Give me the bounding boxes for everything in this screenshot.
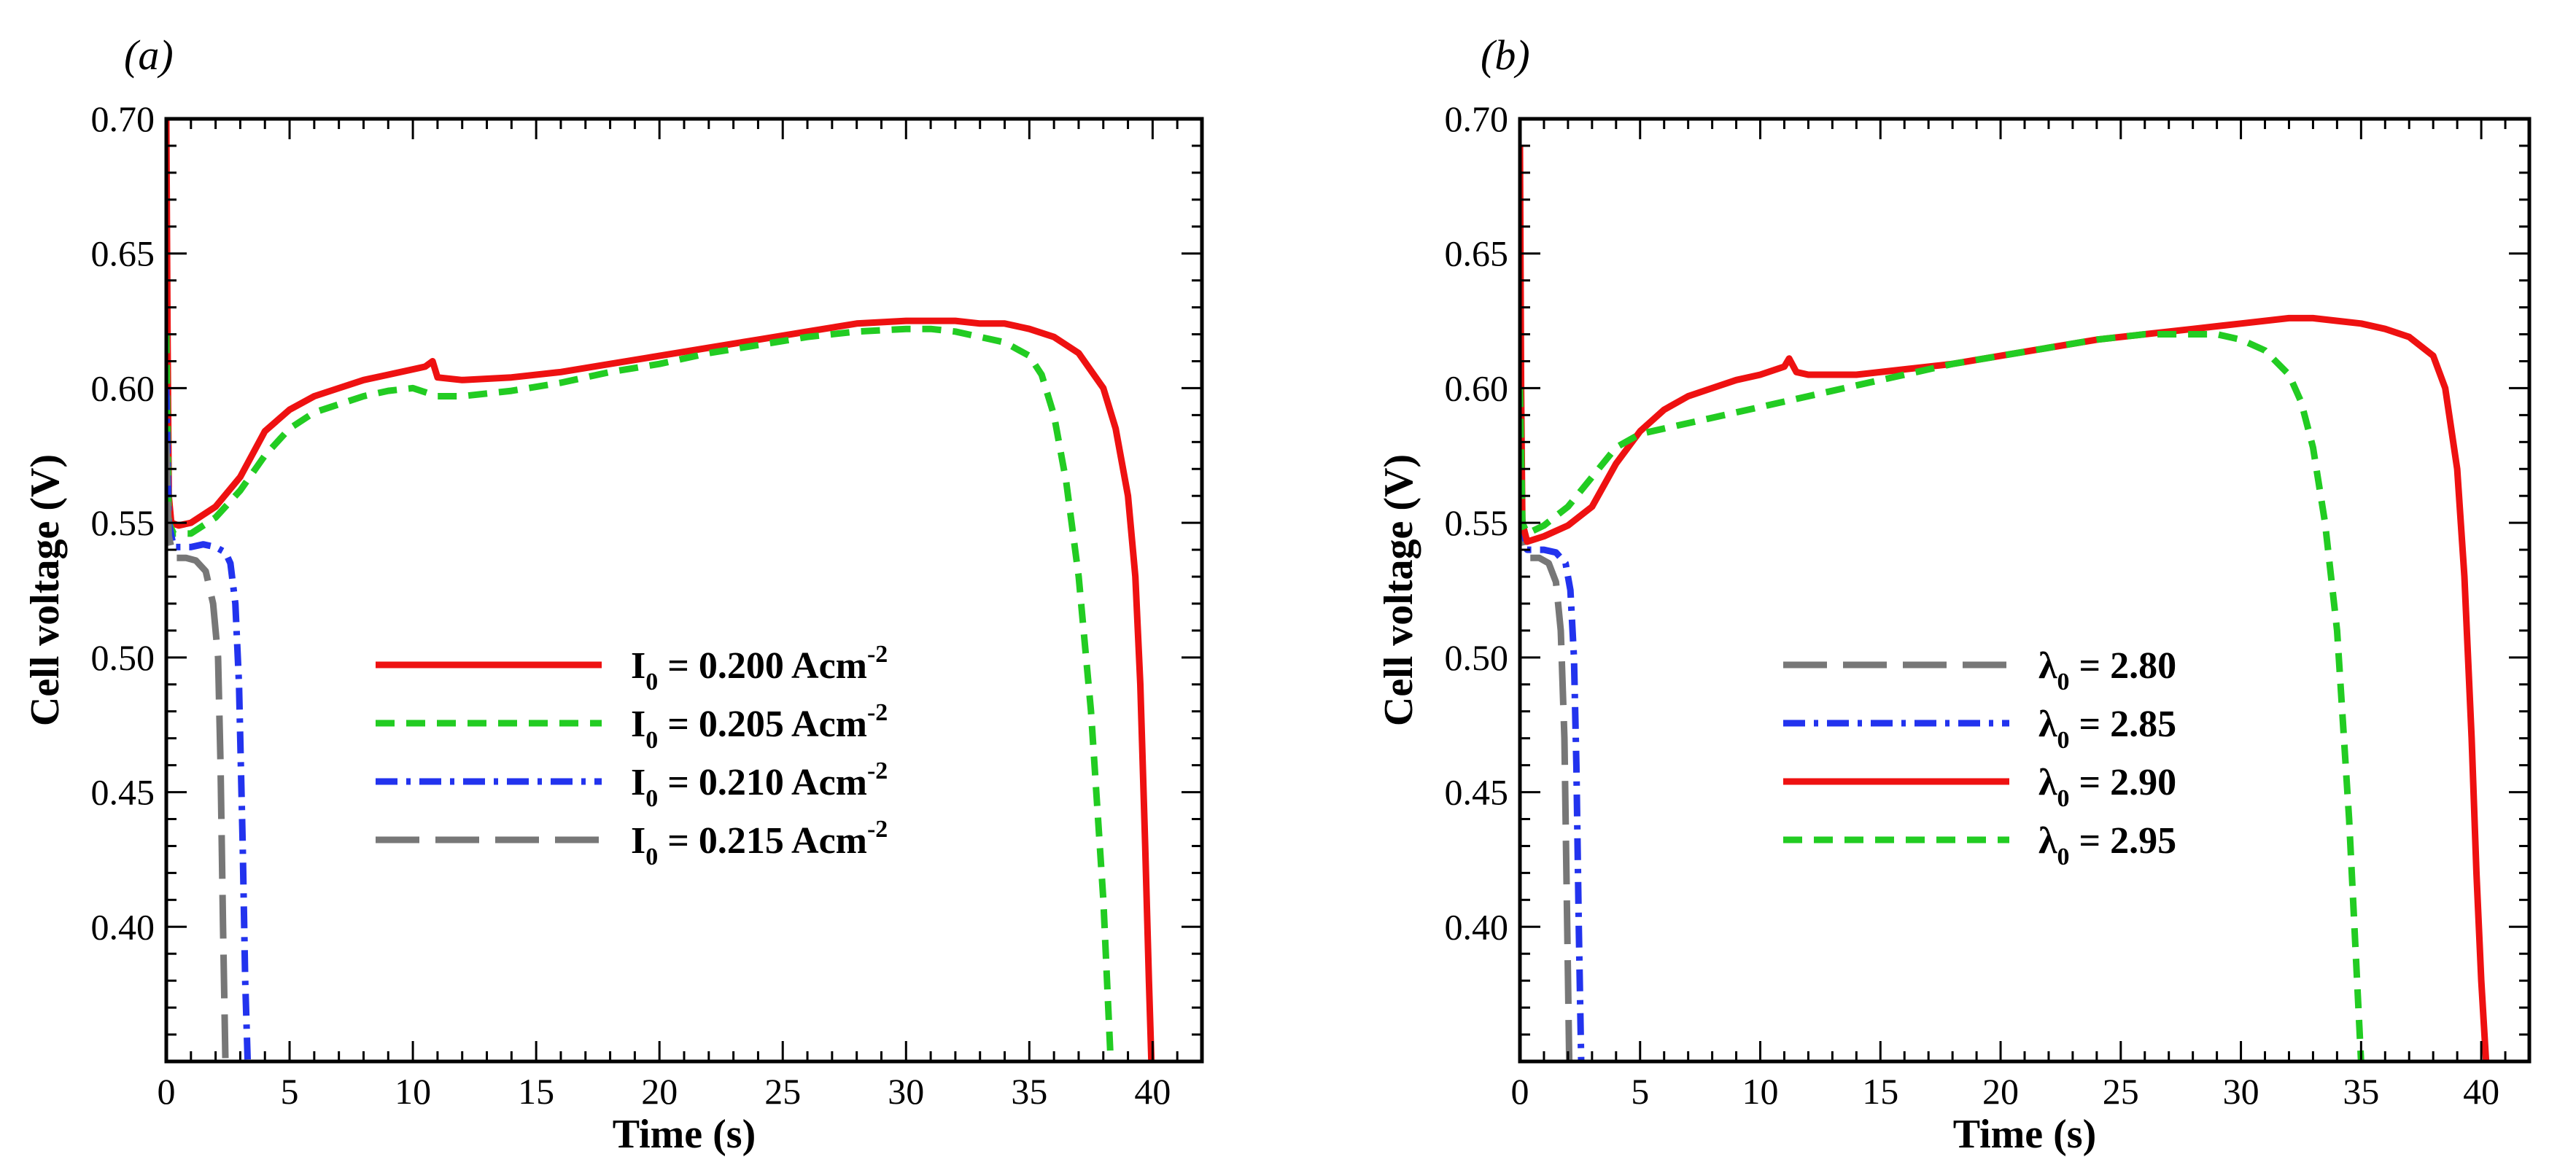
x-tick-label: 35 xyxy=(2343,1071,2379,1112)
y-tick-label: 0.70 xyxy=(1445,98,1509,139)
legend-symbol: I xyxy=(631,820,645,862)
y-tick-label: 0.45 xyxy=(1445,772,1509,813)
legend-entry-4: λ0 = 2.95 xyxy=(2038,820,2176,870)
panel-label: (a) xyxy=(124,31,174,79)
y-tick-label: 0.40 xyxy=(1445,906,1509,947)
legend-subscript: 0 xyxy=(645,843,658,870)
x-tick-label: 10 xyxy=(1742,1071,1779,1112)
panel-label: (b) xyxy=(1481,31,1530,79)
y-tick-label: 0.50 xyxy=(1445,637,1509,678)
x-tick-label: 20 xyxy=(641,1071,678,1112)
legend-symbol: λ xyxy=(2038,704,2057,745)
series-line-2 xyxy=(166,325,1114,1061)
legend-value: = 2.85 xyxy=(2070,704,2177,745)
legend-symbol: I xyxy=(631,704,645,745)
y-axis-title: Cell voltage (V) xyxy=(1376,454,1421,726)
legend-entry-2: I0 = 0.205 Acm-2 xyxy=(631,699,888,754)
legend-subscript: 0 xyxy=(645,727,658,754)
legend-value: = 0.200 Acm xyxy=(658,645,867,687)
legend-entry-3: I0 = 0.210 Acm-2 xyxy=(631,757,888,812)
legend-value: = 2.80 xyxy=(2070,645,2177,687)
legend-value: = 0.205 Acm xyxy=(658,704,867,745)
x-tick-label: 40 xyxy=(2463,1071,2499,1112)
series-group xyxy=(166,119,1155,1061)
legend-entry-1: λ0 = 2.80 xyxy=(2038,645,2176,695)
legend-subscript: 0 xyxy=(2057,669,2070,695)
chart-panel-a: 0 5 10 15 20 25 30 35 40 0.40 0.45 0.50 0.55 0.60 0.65… xyxy=(23,31,1204,1157)
x-tick-label: 15 xyxy=(518,1071,554,1112)
legend-symbol: λ xyxy=(2038,645,2057,687)
y-tick-label: 0.65 xyxy=(1445,233,1509,274)
x-tick-label: 0 xyxy=(158,1071,176,1112)
series-line-1 xyxy=(166,119,1155,1061)
x-tick-label: 40 xyxy=(1134,1071,1171,1112)
x-tick-label: 0 xyxy=(1511,1071,1529,1112)
legend-subscript: 0 xyxy=(2057,727,2070,754)
legend-value: = 0.215 Acm xyxy=(658,820,867,862)
x-tick-label: 30 xyxy=(888,1071,924,1112)
legend-value: = 2.95 xyxy=(2070,820,2177,862)
y-tick-label: 0.50 xyxy=(91,637,155,678)
x-axis-title: Time (s) xyxy=(613,1112,756,1157)
legend-entry-4: I0 = 0.215 Acm-2 xyxy=(631,816,888,870)
legend-value: = 0.210 Acm xyxy=(658,762,867,803)
x-tick-label: 30 xyxy=(2223,1071,2259,1112)
legend-entry-1: I0 = 0.200 Acm-2 xyxy=(631,641,888,695)
legend-entry-3: λ0 = 2.90 xyxy=(2038,762,2176,812)
legend-symbol: λ xyxy=(2038,820,2057,862)
legend-subscript: 0 xyxy=(645,785,658,812)
chart-panel-b: 0 5 10 15 20 25 30 35 40 0.40 0.45 0.50 0.55 0.60 0.65… xyxy=(1376,31,2532,1157)
x-axis-title: Time (s) xyxy=(1953,1112,2097,1157)
x-tick-label: 25 xyxy=(2103,1071,2139,1112)
legend-symbol: λ xyxy=(2038,762,2057,803)
legend-superscript: -2 xyxy=(867,641,888,668)
y-tick-label: 0.65 xyxy=(91,233,155,274)
series-line-4 xyxy=(166,442,229,1061)
x-tick-label: 25 xyxy=(764,1071,801,1112)
y-tick-label: 0.60 xyxy=(91,367,155,408)
legend-entry-2: λ0 = 2.85 xyxy=(2038,704,2176,754)
y-tick-label: 0.55 xyxy=(1445,502,1509,543)
series-group xyxy=(1520,145,2490,1061)
legend-subscript: 0 xyxy=(2057,843,2070,870)
legend-symbol: I xyxy=(631,645,645,687)
x-tick-label: 35 xyxy=(1011,1071,1047,1112)
legend-superscript: -2 xyxy=(867,699,888,726)
legend: I0 = 0.200 Acm-2I0 = 0.205 Acm-2I0 = 0.2… xyxy=(376,641,888,870)
y-tick-label: 0.60 xyxy=(1445,367,1509,408)
legend-subscript: 0 xyxy=(2057,785,2070,812)
series-line-4 xyxy=(1520,331,2364,1061)
y-axis-title: Cell voltage (V) xyxy=(23,454,68,726)
legend-subscript: 0 xyxy=(645,669,658,695)
series-line-1 xyxy=(1520,442,1573,1061)
x-tick-label: 15 xyxy=(1862,1071,1898,1112)
x-tick-label: 5 xyxy=(281,1071,299,1112)
x-tick-label: 10 xyxy=(395,1071,431,1112)
legend-value: = 2.90 xyxy=(2070,762,2177,803)
y-tick-label: 0.45 xyxy=(91,772,155,813)
y-tick-label: 0.70 xyxy=(91,98,155,139)
legend-superscript: -2 xyxy=(867,757,888,784)
legend-symbol: I xyxy=(631,762,645,803)
y-tick-label: 0.40 xyxy=(91,906,155,947)
y-tick-label: 0.55 xyxy=(91,502,155,543)
legend-superscript: -2 xyxy=(867,816,888,843)
x-tick-label: 5 xyxy=(1631,1071,1649,1112)
x-tick-label: 20 xyxy=(1982,1071,2019,1112)
